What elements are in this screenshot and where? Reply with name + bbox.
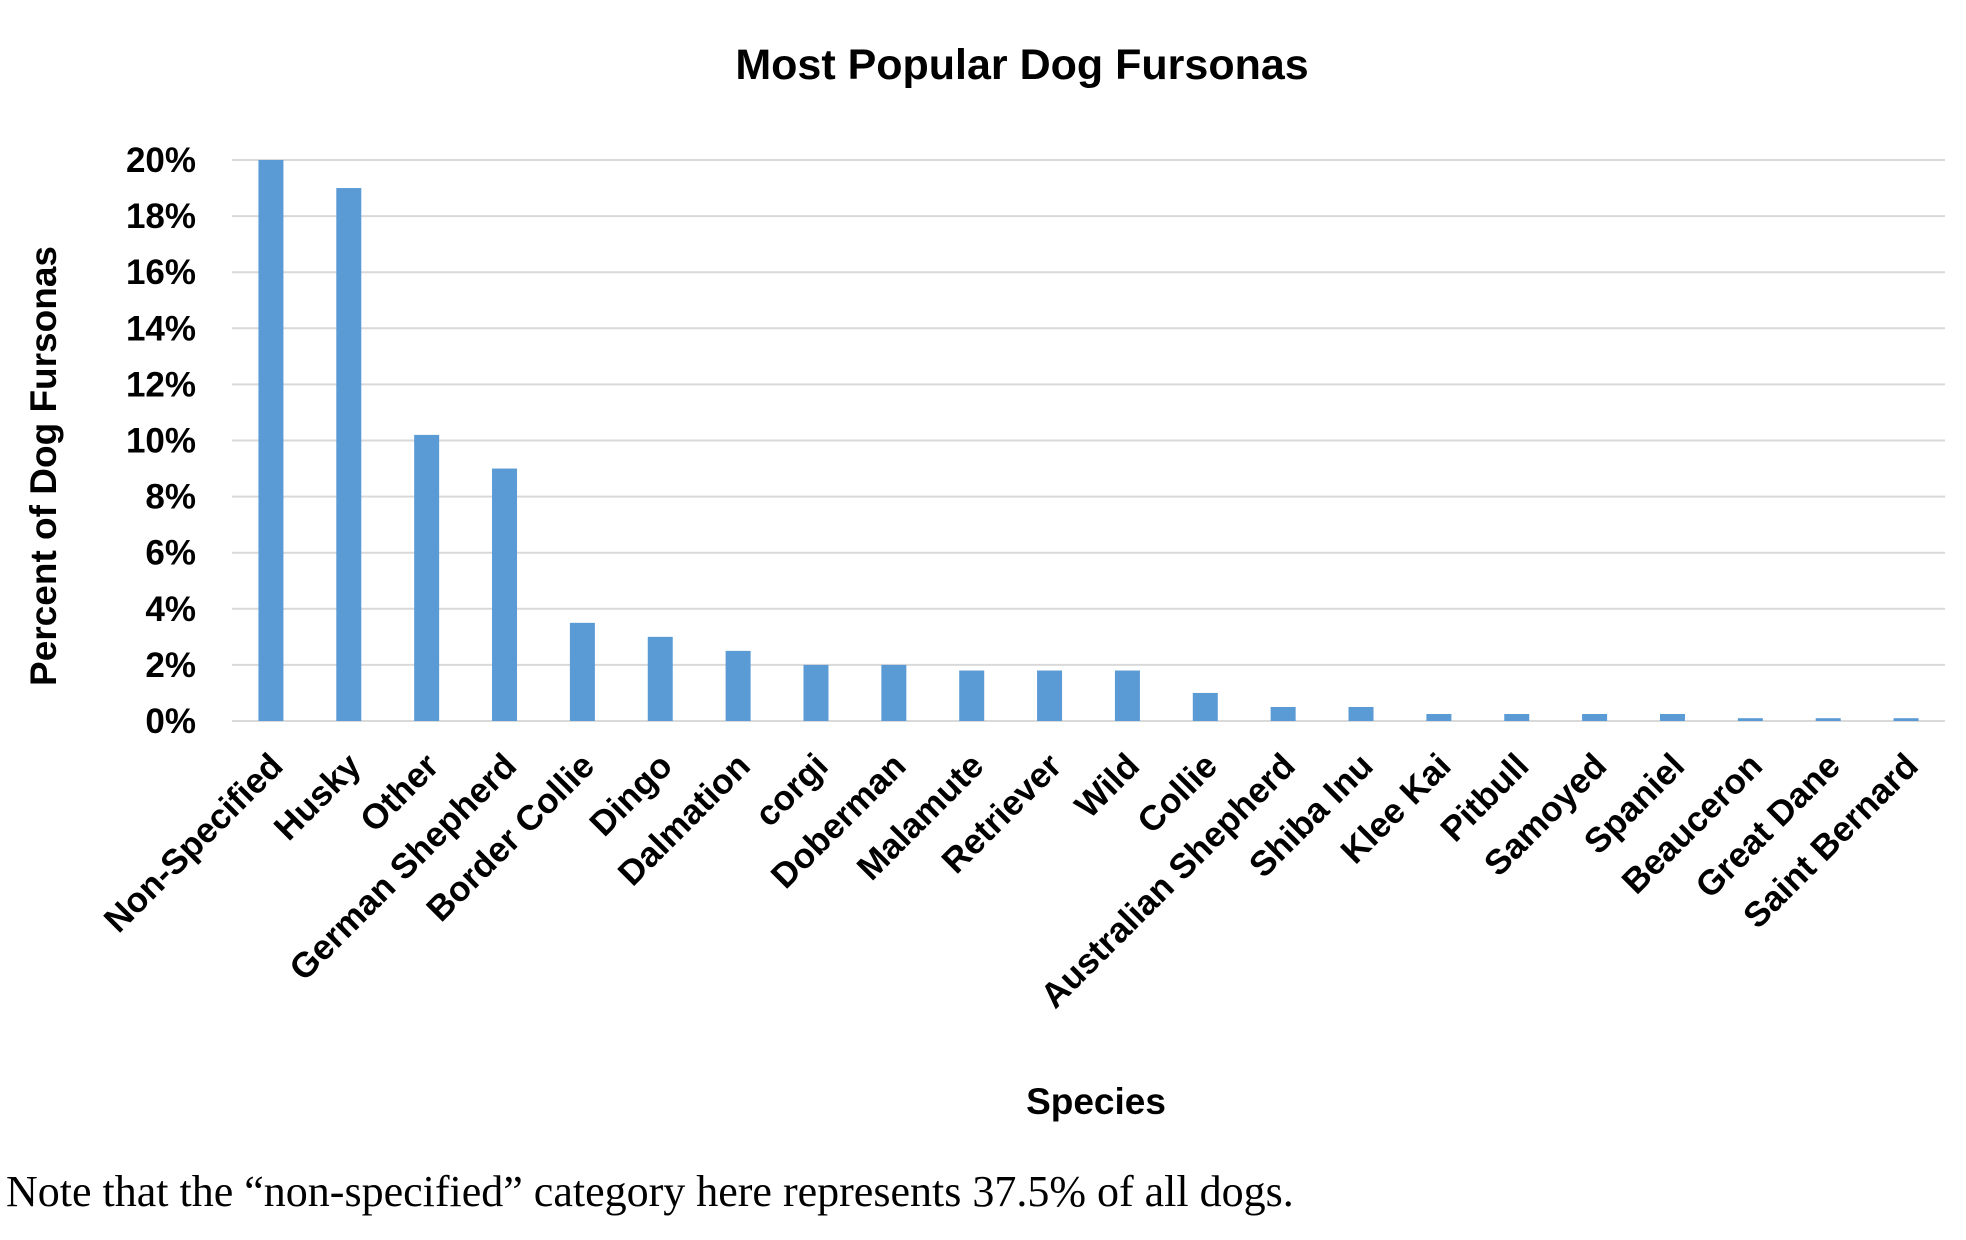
gridlines <box>232 159 1945 722</box>
x-axis-title: Species <box>1026 1081 1166 1122</box>
chart-note: Note that the “non-specified” category h… <box>6 1167 1294 1216</box>
x-category-label: Non-Specified <box>97 746 291 940</box>
bar <box>1348 706 1374 721</box>
bar <box>492 468 518 721</box>
bar <box>1737 718 1763 721</box>
bar <box>647 636 673 721</box>
bar <box>1270 706 1296 721</box>
bar <box>1893 718 1919 721</box>
y-tick-label: 12% <box>126 365 196 404</box>
y-tick-label: 6% <box>145 534 196 573</box>
y-tick-label: 4% <box>145 590 196 629</box>
bar <box>1426 713 1452 721</box>
y-tick-label: 10% <box>126 422 196 461</box>
y-tick-label: 8% <box>145 478 196 517</box>
bar <box>803 664 829 721</box>
y-tick-label: 2% <box>145 646 196 685</box>
bar <box>881 664 907 721</box>
bar <box>414 434 440 721</box>
bar <box>725 650 751 721</box>
bar <box>1582 713 1608 721</box>
bar <box>959 670 985 721</box>
bar <box>1504 713 1530 721</box>
y-tick-label: 18% <box>126 197 196 236</box>
y-tick-label: 20% <box>126 141 196 180</box>
bar <box>1114 670 1140 721</box>
y-tick-labels: 0% 2% 4% 6% 8% 10% 12% 14% 16% 18% 20% <box>126 141 196 741</box>
bar <box>258 160 284 721</box>
y-tick-label: 14% <box>126 309 196 348</box>
y-axis-title: Percent of Dog Fursonas <box>23 246 64 686</box>
x-category-label: Husky <box>267 746 369 848</box>
bar <box>1037 670 1063 721</box>
bars <box>258 160 1919 722</box>
bar <box>1659 713 1685 721</box>
bar <box>1815 718 1841 721</box>
chart-title: Most Popular Dog Fursonas <box>735 41 1308 89</box>
bar <box>569 622 595 721</box>
bar <box>336 188 362 722</box>
y-tick-label: 0% <box>145 702 196 741</box>
y-tick-label: 16% <box>126 253 196 292</box>
bar <box>1192 692 1218 721</box>
